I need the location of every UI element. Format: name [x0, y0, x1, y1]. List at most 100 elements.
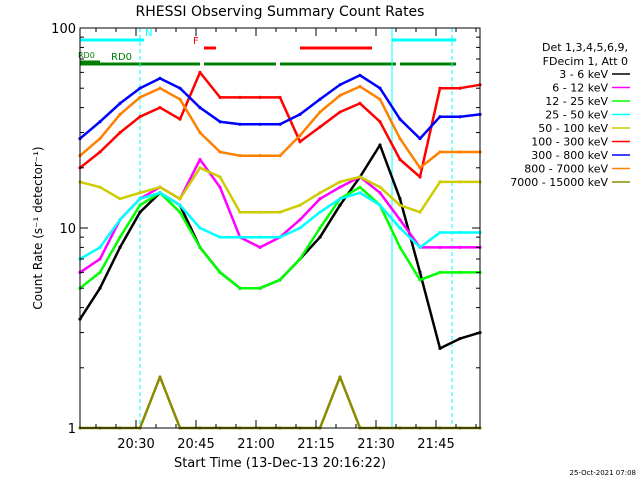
- legend-label: 12 - 25 keV: [545, 95, 608, 108]
- data-point: [318, 125, 322, 129]
- x-tick-label: 21:45: [417, 437, 454, 452]
- data-point: [378, 203, 382, 207]
- data-point: [318, 210, 322, 214]
- data-point: [278, 210, 282, 214]
- data-point: [438, 230, 442, 235]
- data-point: [118, 218, 122, 222]
- data-point: [258, 235, 262, 239]
- data-point: [98, 120, 102, 124]
- data-point: [398, 245, 402, 249]
- data-point: [98, 257, 102, 261]
- data-point: [398, 203, 402, 207]
- data-point: [358, 191, 362, 195]
- data-point: [278, 95, 282, 99]
- data-point: [398, 157, 402, 162]
- data-point: [298, 257, 302, 261]
- data-point: [158, 375, 162, 379]
- legend-label: 3 - 6 keV: [559, 68, 608, 81]
- data-point: [418, 270, 422, 274]
- data-point: [218, 235, 222, 239]
- data-point: [178, 210, 182, 214]
- data-point: [178, 97, 182, 101]
- data-point: [458, 336, 462, 341]
- data-point: [298, 140, 302, 144]
- data-point: [438, 86, 442, 90]
- y-tick-label: 1: [68, 422, 76, 437]
- data-point: [398, 117, 402, 121]
- data-point: [158, 105, 162, 110]
- data-point: [298, 203, 302, 207]
- x-tick-label: 21:00: [237, 437, 274, 452]
- data-point: [418, 210, 422, 214]
- data-point: [418, 136, 422, 141]
- data-point: [138, 95, 142, 99]
- data-point: [178, 86, 182, 90]
- data-point: [298, 226, 302, 230]
- data-point: [238, 235, 242, 239]
- flag-label: RD0: [78, 51, 95, 60]
- data-point: [338, 203, 342, 207]
- legend-label: 800 - 7000 keV: [524, 163, 608, 176]
- x-tick-label: 21:30: [357, 437, 394, 452]
- data-point: [118, 112, 122, 116]
- data-point: [318, 226, 322, 230]
- chart-title: RHESSI Observing Summary Count Rates: [136, 4, 425, 20]
- data-point: [418, 278, 422, 282]
- data-point: [198, 70, 202, 74]
- data-point: [338, 197, 342, 201]
- data-point: [238, 154, 242, 158]
- data-point: [358, 101, 362, 105]
- data-point: [438, 270, 442, 274]
- data-point: [318, 197, 322, 201]
- data-point: [98, 245, 102, 249]
- data-point: [218, 175, 222, 179]
- data-point: [398, 218, 402, 222]
- data-point: [378, 191, 382, 195]
- data-point: [278, 235, 282, 239]
- legend-header-line-2: FDecim 1, Att 0: [543, 55, 628, 68]
- data-point: [118, 197, 122, 201]
- legend-label: 100 - 300 keV: [531, 136, 608, 149]
- data-point: [138, 197, 142, 201]
- y-tick-label: 100: [51, 22, 76, 37]
- data-point: [458, 115, 462, 119]
- data-point: [378, 86, 382, 90]
- data-point: [318, 110, 322, 114]
- data-point: [398, 226, 402, 230]
- x-tick-label: 21:15: [297, 437, 334, 452]
- data-point: [358, 175, 362, 179]
- data-point: [198, 130, 202, 135]
- data-point: [318, 235, 322, 239]
- data-point: [218, 270, 222, 274]
- data-point: [258, 122, 262, 126]
- data-point: [438, 115, 442, 119]
- data-point: [138, 210, 142, 214]
- data-point: [118, 101, 122, 105]
- y-axis-label: Count Rate (s⁻¹ detector⁻¹): [31, 146, 45, 309]
- data-point: [338, 185, 342, 189]
- data-point: [198, 245, 202, 249]
- data-point: [98, 136, 102, 141]
- data-point: [338, 180, 342, 184]
- data-point: [238, 286, 242, 290]
- data-point: [418, 175, 422, 179]
- legend-label: 50 - 100 keV: [538, 122, 608, 135]
- data-point: [238, 122, 242, 126]
- timestamp: 25-Oct-2021 07:08: [570, 469, 636, 477]
- data-point: [118, 130, 122, 135]
- legend-label: 7000 - 15000 keV: [510, 176, 608, 189]
- data-point: [218, 95, 222, 99]
- data-point: [298, 112, 302, 116]
- data-point: [218, 185, 222, 189]
- data-point: [418, 166, 422, 170]
- data-point: [198, 226, 202, 230]
- data-point: [458, 245, 462, 249]
- data-point: [98, 286, 102, 290]
- data-point: [318, 191, 322, 195]
- plot-frame: [79, 27, 481, 429]
- data-point: [358, 84, 362, 89]
- data-point: [218, 120, 222, 124]
- data-point: [298, 133, 302, 138]
- data-point: [258, 210, 262, 214]
